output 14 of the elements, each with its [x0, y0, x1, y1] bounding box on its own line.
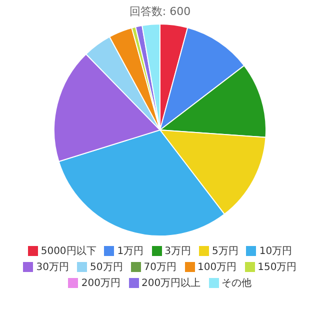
legend-label: 10万円 [259, 245, 292, 258]
legend-label: 200万円 [81, 277, 120, 290]
legend-label: 5000円以下 [40, 244, 96, 258]
chart-title: 回答数: 600 [128, 4, 192, 18]
legend-label: 200万円以上 [142, 276, 201, 290]
legend-label: 5万円 [212, 245, 238, 258]
legend-label: 70万円 [144, 261, 176, 274]
legend-label: 150万円 [258, 261, 297, 274]
legend-label: 50万円 [90, 261, 123, 274]
legend-label: 100万円 [198, 261, 237, 274]
legend-label: その他 [222, 277, 252, 290]
legend-label: 30万円 [36, 261, 70, 274]
legend-label: 3万円 [164, 245, 192, 258]
legend-label: 1万円 [117, 245, 144, 258]
